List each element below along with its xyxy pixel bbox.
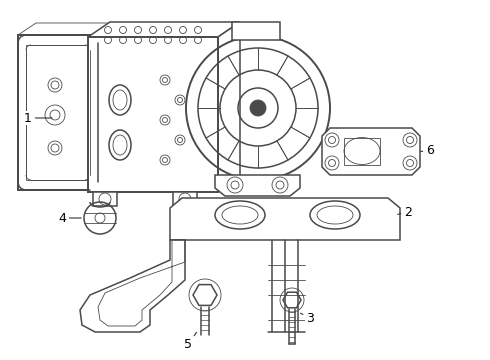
Polygon shape — [232, 22, 280, 40]
Text: 5: 5 — [184, 332, 196, 351]
Polygon shape — [173, 192, 197, 206]
Text: 2: 2 — [398, 206, 412, 219]
Polygon shape — [88, 37, 218, 192]
Text: 4: 4 — [58, 212, 81, 225]
Polygon shape — [218, 22, 240, 192]
Polygon shape — [88, 22, 240, 37]
Text: 3: 3 — [300, 311, 314, 324]
Circle shape — [250, 100, 266, 116]
Polygon shape — [215, 175, 300, 196]
Polygon shape — [322, 128, 420, 175]
Polygon shape — [18, 23, 116, 35]
Text: 6: 6 — [421, 144, 434, 157]
Polygon shape — [170, 198, 400, 240]
Polygon shape — [93, 192, 117, 206]
Polygon shape — [80, 240, 185, 332]
Polygon shape — [36, 23, 116, 178]
Text: 1: 1 — [24, 112, 52, 125]
Polygon shape — [18, 35, 98, 190]
